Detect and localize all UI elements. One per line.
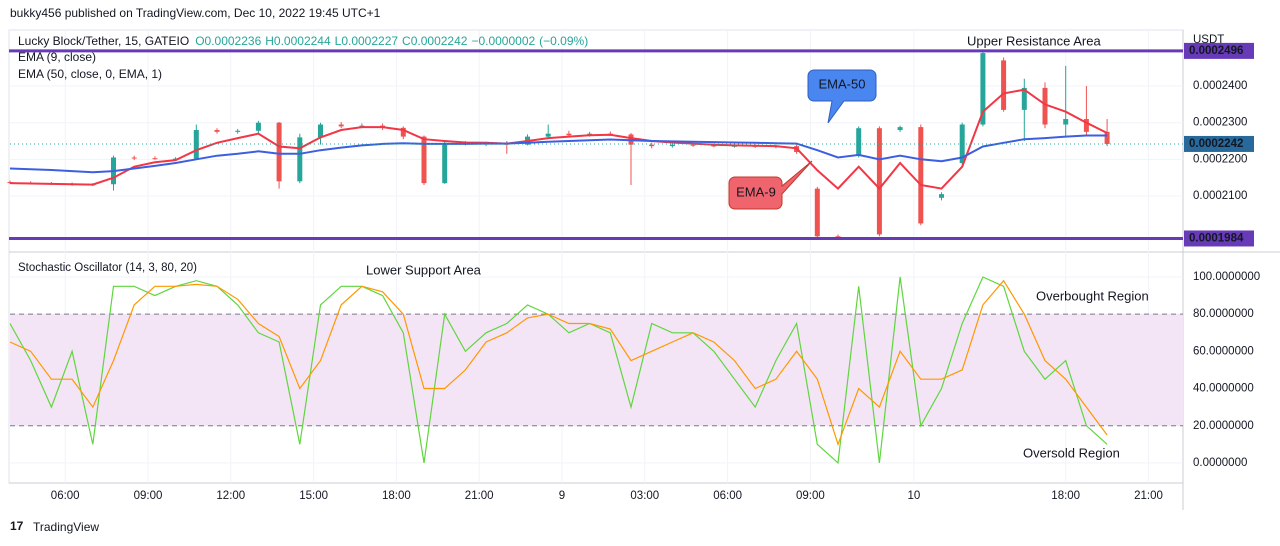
candle-body — [690, 144, 696, 146]
callout-ema50 — [807, 69, 877, 124]
x-tick-label: 06:00 — [713, 490, 742, 502]
candle-body — [669, 144, 675, 147]
candle-body — [276, 122, 282, 182]
annotation: Upper Resistance Area — [967, 33, 1101, 48]
legend-main: Lucky Block/Tether, 15, GATEIO O0.0002236… — [18, 34, 588, 48]
y-tick-label: 100.0000000 — [1193, 271, 1260, 283]
candle-body — [711, 145, 717, 147]
change-percent: (−0.09%) — [539, 34, 588, 48]
x-tick-label: 9 — [559, 490, 565, 502]
last-price-label: 0.0002242 — [1189, 138, 1243, 150]
candle-body — [255, 122, 261, 131]
candle-body — [814, 188, 820, 237]
last-price-badge — [1184, 135, 1254, 152]
ema-line — [9, 88, 1108, 191]
candle-body — [152, 158, 158, 160]
grid — [10, 30, 1183, 483]
callout-ema9 — [728, 160, 813, 210]
y-tick-label: 80.0000000 — [1193, 308, 1254, 320]
y-tick-label: 20.0000000 — [1193, 420, 1254, 432]
labels: Lucky Block/Tether, 15, GATEIO O0.0002236… — [10, 33, 1260, 534]
band-fill — [10, 314, 1183, 426]
x-tick-label: 15:00 — [299, 490, 328, 502]
ema-line — [9, 134, 1108, 174]
level-badge — [1184, 230, 1254, 247]
change: −0.0000002 — [471, 34, 535, 48]
x-tick-label: 10 — [908, 490, 921, 502]
candle-body — [545, 133, 551, 137]
candle-body — [297, 137, 303, 182]
candle-body — [835, 236, 841, 238]
candle-body — [876, 128, 882, 235]
candle-body — [918, 127, 924, 224]
stoch-line — [9, 276, 1108, 465]
candle-body — [400, 127, 406, 137]
level-label: 0.0002496 — [1189, 45, 1243, 57]
candle-body — [897, 127, 903, 131]
candle-body — [1021, 87, 1027, 110]
x-tick-label: 03:00 — [630, 490, 659, 502]
level-label: 0.0001984 — [1189, 233, 1244, 245]
x-tick-label: 12:00 — [216, 490, 245, 502]
open: O0.0002236 — [195, 34, 261, 48]
y-tick-label: 0.0000000 — [1193, 457, 1247, 469]
y-tick-label: 0.0002200 — [1193, 153, 1247, 165]
candle-body — [1083, 119, 1089, 132]
published-line: bukky456 published on TradingView.com, D… — [10, 6, 381, 20]
annotation: Oversold Region — [1023, 445, 1120, 460]
x-tick-label: 06:00 — [51, 490, 80, 502]
level-badge — [1184, 42, 1254, 59]
y-tick-label: 0.0002100 — [1193, 190, 1247, 202]
y-tick-label: 0.0002400 — [1193, 80, 1247, 92]
candle-body — [856, 128, 862, 156]
candle-body — [1001, 60, 1007, 110]
candle-body — [235, 130, 241, 132]
callout-label: EMA-9 — [736, 184, 776, 199]
x-tick-label: 18:00 — [1051, 490, 1080, 502]
stoch-title: Stochastic Oscillator (14, 3, 80, 20) — [18, 262, 197, 274]
x-tick-label: 09:00 — [796, 490, 825, 502]
symbol: Lucky Block/Tether, 15, GATEIO — [18, 34, 189, 48]
candle-body — [193, 130, 199, 159]
x-tick-label: 09:00 — [134, 490, 163, 502]
candle-body — [442, 142, 448, 184]
stoch-line — [9, 279, 1108, 447]
candle-body — [7, 182, 13, 184]
candle-body — [338, 124, 344, 127]
y-tick-label: 0.0002300 — [1193, 117, 1247, 129]
x-tick-label: 18:00 — [382, 490, 411, 502]
candle-body — [1104, 131, 1110, 144]
candle-body — [318, 124, 323, 138]
candle-body — [566, 133, 572, 136]
candle-body — [939, 194, 944, 198]
candle-body — [1063, 119, 1069, 125]
x-tick-label: 21:00 — [1134, 490, 1163, 502]
logo-mark: 17 — [10, 519, 24, 533]
candle-body — [1042, 87, 1048, 125]
annotation: Lower Support Area — [366, 262, 482, 277]
low: L0.0002227 — [335, 34, 399, 48]
legend-entry: EMA (50, close, 0, EMA, 1) — [18, 67, 162, 81]
high: H0.0002244 — [265, 34, 331, 48]
footer-brand: TradingView — [33, 520, 99, 534]
callout-label: EMA-50 — [819, 76, 866, 91]
candle-body — [980, 53, 986, 125]
y-tick-label: 60.0000000 — [1193, 345, 1254, 357]
legend-entry: EMA (9, close) — [18, 50, 96, 64]
annotation: Overbought Region — [1036, 288, 1149, 303]
x-tick-label: 21:00 — [465, 490, 494, 502]
marks — [7, 49, 1183, 465]
y-tick-label: 40.0000000 — [1193, 383, 1254, 395]
candle-body — [649, 144, 655, 147]
candle-body — [214, 130, 220, 132]
candle-body — [131, 157, 137, 159]
candle-body — [421, 136, 427, 184]
close: C0.0002242 — [402, 34, 468, 48]
